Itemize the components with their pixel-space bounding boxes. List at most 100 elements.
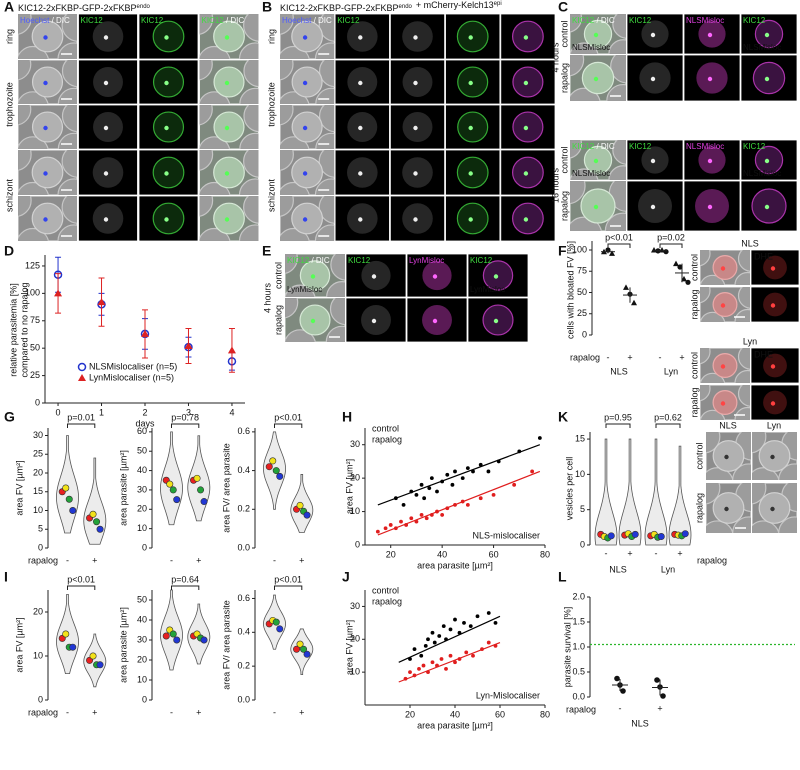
y-tick-label: 10 [350,506,360,516]
parasite [302,35,308,40]
x-tick-label: - [273,555,276,565]
replicate-mean [62,484,70,492]
parasite [770,364,776,369]
replicate-mean [276,625,284,633]
y-tick-label: 0 [142,694,147,704]
x-tick-label: + [627,352,632,362]
parasite [103,171,109,176]
y-tick-label: 0.2 [237,504,250,514]
micrograph [199,196,259,241]
header-part: / DIC [311,16,332,25]
parasite [720,303,726,308]
parasite [103,125,109,131]
parasite [164,125,169,131]
y-tick-label: 75 [30,315,40,325]
parasite [707,76,713,82]
y-tick-label: 20 [33,467,43,477]
x-tick-label: + [299,555,304,565]
header-part: NLSMisloc [686,16,724,25]
column-header: Hoechst / DIC [282,16,332,25]
point [432,640,437,645]
parasite [224,125,230,131]
y-tick-label: 0 [38,542,43,552]
replicate-mean [173,496,181,504]
parasite [358,217,363,222]
cell [330,254,345,281]
y-tick-label: 0 [355,539,360,549]
parasite [468,125,473,131]
parasite [432,318,438,324]
point [677,264,683,270]
legend-label: rapalog [372,596,402,606]
micrograph [445,14,500,59]
cell [18,196,32,217]
x-tick-label: 20 [405,709,415,719]
micrograph [199,105,259,149]
x-tick-label: + [677,548,682,558]
parasite [523,80,529,86]
y-tick-label: 30 [137,634,147,644]
p-value: p=0.64 [171,574,199,584]
micrograph [500,150,555,195]
column-header: KIC12 / DIC [572,142,615,151]
point [453,469,457,474]
y-tick-label: 0 [582,329,587,339]
p-value: p<0.01 [274,574,302,584]
micrograph [280,60,335,104]
point [419,513,424,517]
point [685,279,691,285]
parasite [764,158,770,164]
cell [291,202,324,235]
point [424,516,429,521]
cell [243,14,259,42]
overlay-label: NLSMisloc [743,43,781,52]
row-label: control [559,146,569,173]
micrograph [18,14,77,59]
point [654,677,660,683]
replicate-mean [193,474,201,482]
cell [347,203,378,234]
p-value: p<0.01 [67,574,95,584]
parasite [770,506,775,512]
parasite [764,32,770,38]
x-tick-label: - [66,707,69,717]
overlay-label: NLSMisloc [743,169,781,178]
parasite [224,171,230,176]
axis-title: rapalog [566,704,596,714]
replicate-mean [265,463,273,471]
fit-line [377,470,541,536]
parasite [764,204,770,210]
axis-title: rapalog [28,707,58,717]
header-part: KIC12 [287,256,310,265]
cell [456,156,489,189]
x-tick-label: + [92,707,97,717]
cell [315,132,335,149]
cell [280,14,294,35]
parasite [358,35,363,40]
parasite [103,217,109,222]
parasite [593,158,599,164]
x-tick-label: 4 [229,407,234,417]
micrograph [570,55,626,101]
parasite [358,125,363,131]
point [423,643,428,648]
cell [696,62,728,94]
y-tick-label: 5 [580,504,585,514]
cell [612,140,626,165]
y-tick-label: 15 [575,433,585,443]
x-tick-label: + [627,548,632,558]
point [465,466,470,471]
cell [752,520,780,533]
cell [318,60,335,88]
micrograph [407,254,467,297]
image-title: NLS [719,420,737,430]
violin [668,445,692,546]
p-bracket [171,423,200,428]
x-tick-label: - [66,555,69,565]
x-tick-label: 80 [540,709,550,719]
panel-letter: B [262,0,272,15]
axis-title: parasite survival [%] [562,607,572,688]
y-tick-label: 50 [137,594,147,604]
cell [402,157,433,188]
parasite [224,35,230,40]
